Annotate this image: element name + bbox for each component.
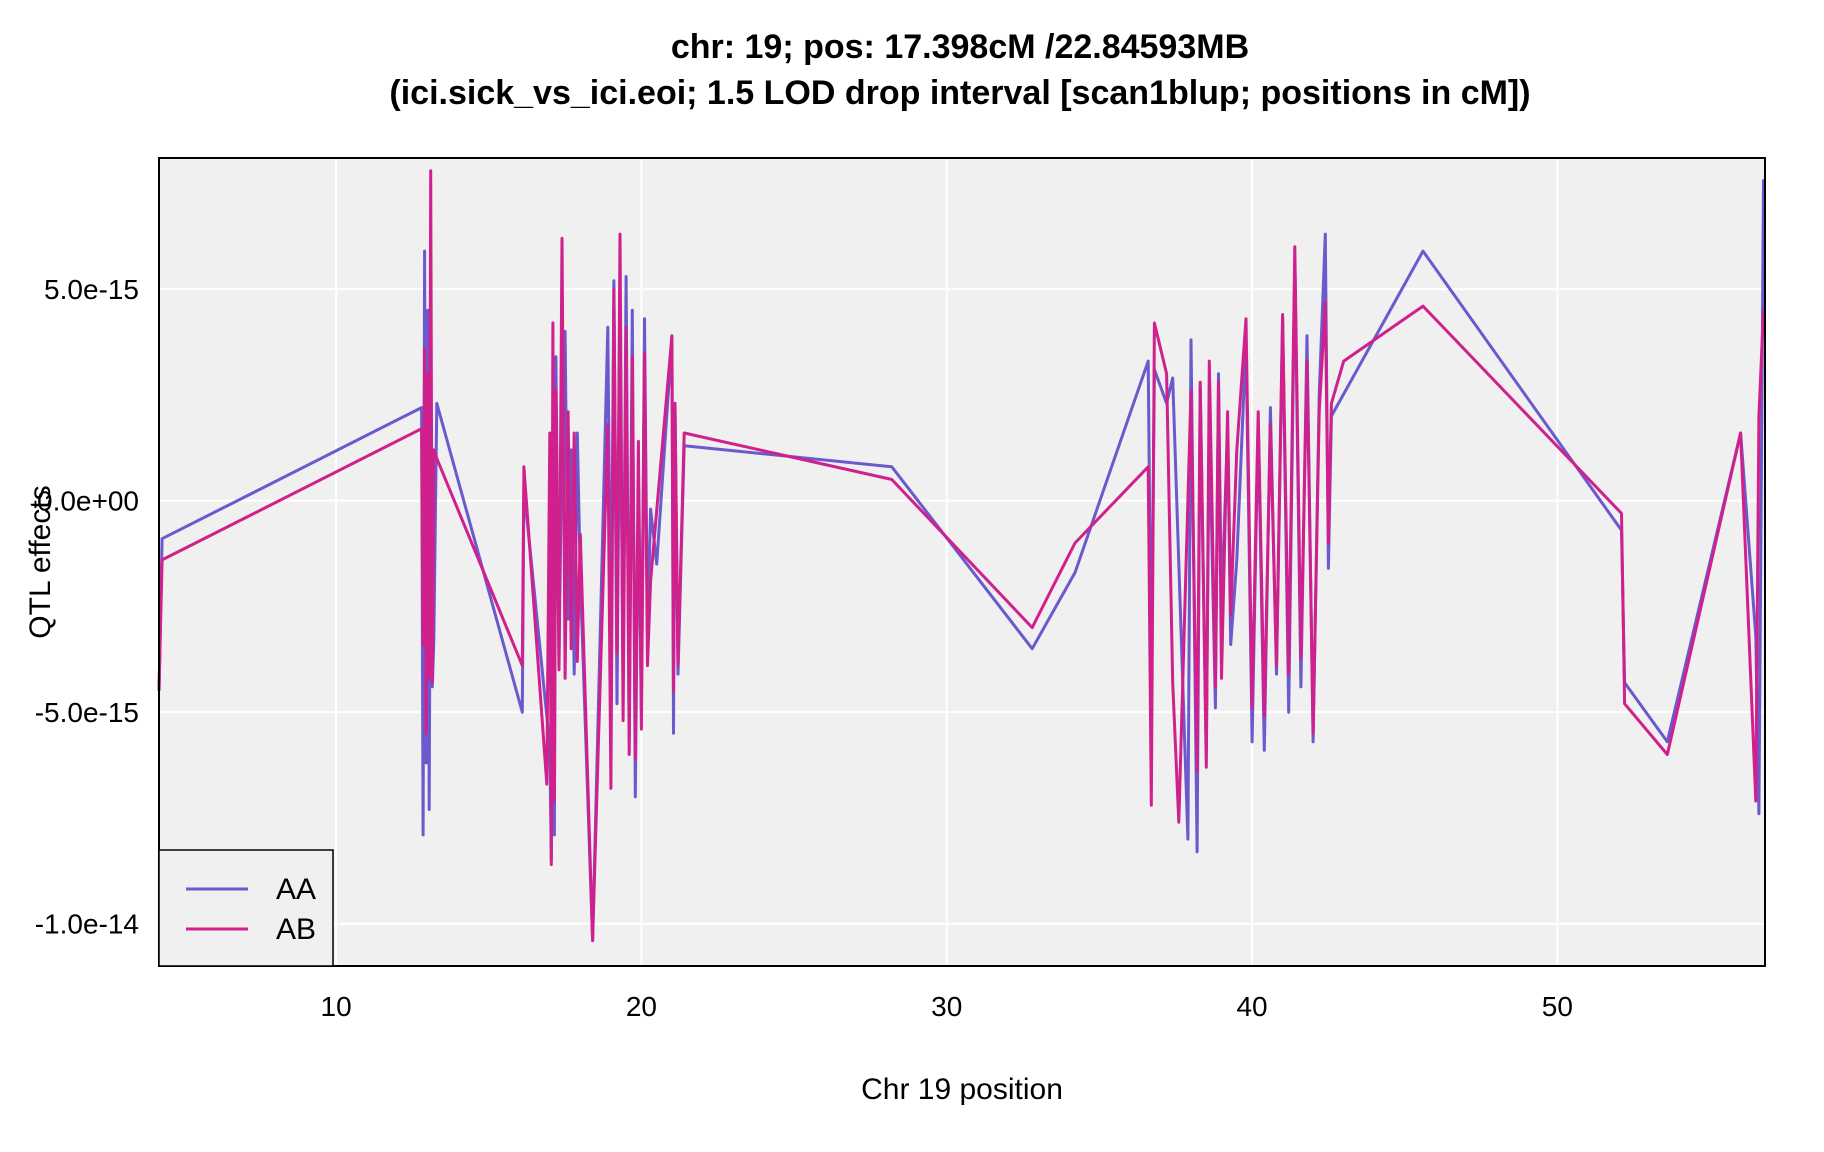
series-lines: [157, 169, 1765, 943]
plot-frame: [158, 157, 1766, 967]
series-line-ab: [157, 169, 1765, 943]
x-tick-label: 40: [1236, 991, 1267, 1022]
y-tick-label: 5.0e-15: [44, 274, 139, 305]
chart-title: chr: 19; pos: 17.398cM /22.84593MB: [671, 28, 1249, 66]
x-axis-label: Chr 19 position: [861, 1073, 1063, 1106]
legend: AA AB: [158, 849, 334, 967]
chart-subtitle: (ici.sick_vs_ici.eoi; 1.5 LOD drop inter…: [389, 74, 1530, 112]
x-axis-ticks: 10 20 30 40 50: [321, 991, 1573, 1022]
y-axis-label: QTL effects: [24, 485, 57, 638]
legend-label-aa: AA: [276, 873, 316, 906]
x-tick-label: 10: [321, 991, 352, 1022]
legend-label-ab: AB: [276, 913, 316, 946]
y-tick-label: -1.0e-14: [35, 909, 139, 940]
plot-background: [159, 158, 1765, 966]
y-tick-label: -5.0e-15: [35, 697, 139, 728]
x-tick-label: 20: [626, 991, 657, 1022]
x-tick-label: 50: [1542, 991, 1573, 1022]
y-tick-label: 0.0e+00: [37, 486, 139, 517]
legend-box: [158, 849, 334, 967]
y-axis-ticks: -1.0e-14 -5.0e-15 0.0e+00 5.0e-15: [35, 274, 139, 940]
x-tick-label: 30: [931, 991, 962, 1022]
